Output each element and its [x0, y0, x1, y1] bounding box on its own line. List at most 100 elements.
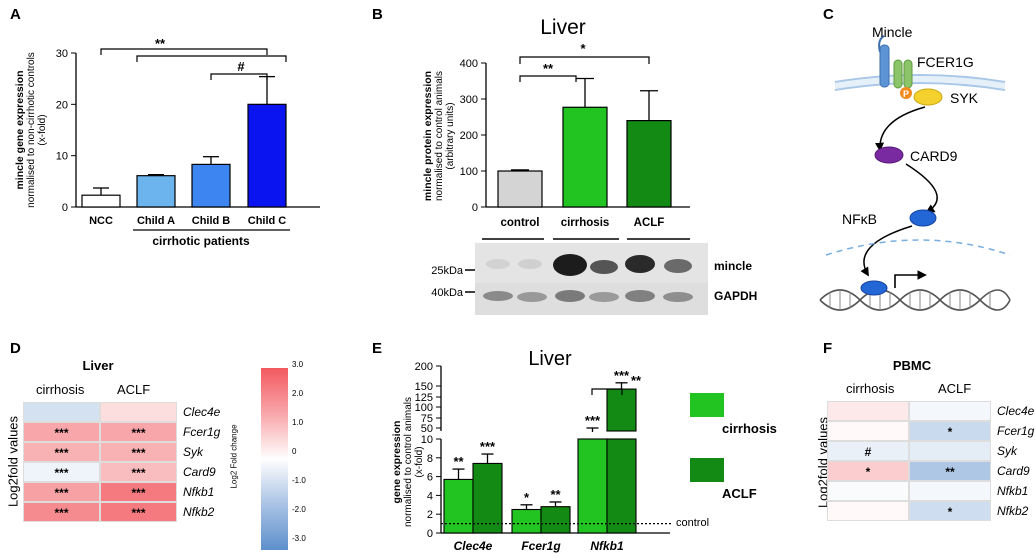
- panel-e-tick-label: 10: [421, 434, 433, 446]
- panel-letter-b: B: [372, 6, 383, 23]
- label-p: P: [903, 89, 909, 99]
- legend-label-aclf: ACLF: [722, 486, 757, 501]
- blot-band: [483, 291, 513, 301]
- blot-band: [553, 254, 587, 276]
- panel-a-tick-label: 20: [56, 99, 68, 111]
- panel-b-bar: [626, 119, 672, 208]
- transcription-arrow-icon: [894, 270, 927, 288]
- panel-a-sig-bc: #: [237, 59, 245, 74]
- panel-e-bar: [443, 478, 474, 534]
- panel-d-cell: ***: [23, 422, 100, 442]
- panel-f-cell: *: [909, 421, 991, 441]
- panel-a-sig-bracket: [210, 73, 268, 80]
- panel-b-sig-aclf: *: [580, 41, 586, 56]
- panel-d-cell: ***: [23, 482, 100, 502]
- panel-f-col-aclf: ACLF: [938, 381, 972, 396]
- mincle-receptor: [878, 35, 890, 88]
- panel-a-tick-label: 0: [62, 202, 68, 214]
- panel-d-cell: ***: [100, 502, 177, 522]
- legend-swatch-cirrhosis: [690, 393, 724, 417]
- blot-band: [518, 259, 542, 269]
- panel-f-cell: [909, 441, 991, 461]
- panel-d-cell: ***: [100, 482, 177, 502]
- blot-label-gapdh: GAPDH: [714, 289, 757, 303]
- panel-d-row-label: Nfkb1: [183, 485, 215, 499]
- panel-f-cell: *: [909, 501, 991, 521]
- panel-b-sig-bracket: [519, 56, 650, 64]
- panel-a-bar: [191, 163, 231, 208]
- panel-f-row-label: Nfkb1: [997, 484, 1029, 498]
- panel-e-sig-bracket: [591, 388, 623, 395]
- panel-a-category-label: Child C: [248, 215, 287, 227]
- blot-marker-40kda: 40kDa: [431, 287, 464, 299]
- color-scale-tick-label: -3.0: [292, 534, 306, 543]
- panel-e-ylabel-3: (x-fold): [414, 446, 425, 477]
- panel-f-cell: [909, 481, 991, 501]
- panel-e-sig-label: **: [550, 487, 561, 502]
- panel-b-category-label: cirrhosis: [561, 217, 610, 229]
- nfkb-node: [909, 209, 937, 227]
- legend-swatch-aclf: [690, 458, 724, 482]
- panel-b-ylabel-3: (arbitrary units): [445, 102, 456, 169]
- color-scale-label: Log2 Fold change: [229, 424, 239, 489]
- panel-f-row-label: Fcer1g: [997, 424, 1035, 438]
- color-scale-tick-label: 0: [292, 447, 297, 456]
- panel-f-row-label: Card9: [997, 464, 1030, 478]
- panel-a-category-label: NCC: [89, 215, 113, 227]
- panel-a-sig-bracket: [100, 48, 268, 55]
- panel-d-cell: ***: [23, 502, 100, 522]
- panel-e-tick-label: 50: [421, 423, 433, 435]
- panel-e-sig-label: **: [453, 454, 464, 469]
- panel-e-tick-label: 8: [427, 453, 433, 465]
- panel-e-tick-label: 75: [421, 413, 433, 425]
- panel-letter-f: F: [823, 340, 833, 357]
- panel-a-bar: [81, 194, 121, 208]
- panel-e-sig-label: ***: [480, 439, 496, 454]
- panel-b-tick-label: 200: [460, 130, 478, 142]
- panel-d-col-aclf: ACLF: [117, 382, 151, 397]
- panel-d-ylabel: Log2fold values: [5, 415, 21, 508]
- panel-f-col-cirrhosis: cirrhosis: [846, 381, 895, 396]
- panel-f-heatmap: Clec4e * Fcer1g # Syk * ** Card9 Nfkb1 * Nfkb2: [827, 401, 1035, 521]
- panel-letter-a: A: [10, 6, 21, 23]
- blot-label-mincle: mincle: [714, 259, 752, 273]
- panel-f-cell: [827, 421, 909, 441]
- fcer1g-receptor: [893, 59, 913, 89]
- blot-band: [517, 292, 547, 302]
- panel-b-bar: [562, 106, 608, 208]
- blot-band: [590, 260, 618, 274]
- panel-e-category-label: Nfkb1: [590, 539, 624, 553]
- panel-f-row-label: Syk: [997, 444, 1018, 458]
- panel-e-ylabel-2: normalised to control animals: [403, 397, 414, 527]
- label-fcer1g: FCER1G: [917, 54, 974, 70]
- panel-letter-c: C: [823, 6, 834, 23]
- color-scale-tick-label: 3.0: [292, 360, 304, 369]
- panel-a-category-label: Child B: [192, 215, 231, 227]
- panel-e-tick-label: 2: [427, 509, 433, 521]
- phosphorylation-icon: [900, 87, 912, 99]
- blot-marker-25kda: 25kDa: [431, 265, 464, 277]
- panel-a-tick-label: 30: [56, 48, 68, 60]
- panel-e-bar: [472, 462, 503, 534]
- label-mincle: Mincle: [872, 24, 913, 40]
- panel-e-tick-label: 6: [427, 472, 433, 484]
- panel-e-tick-label: 0: [427, 528, 433, 540]
- panel-e-sig-label: ***: [614, 368, 630, 383]
- panel-d-cell: [100, 402, 177, 422]
- label-nfkb: NFκB: [842, 211, 877, 227]
- panel-f-cell: #: [827, 441, 909, 461]
- panel-b-bar: [497, 170, 543, 208]
- blot-band: [555, 290, 585, 302]
- panel-e-bar-lower: [577, 438, 608, 534]
- panel-e-tick-label: 150: [415, 381, 433, 393]
- color-scale-tick-label: 1.0: [292, 418, 304, 427]
- panel-a-ylabel-2: normalised to non-cirrhotic controls: [26, 52, 37, 208]
- color-scale-label-wrap: Log2 Fold change: [222, 424, 246, 488]
- panel-b-sig-cirrhosis: **: [543, 61, 554, 76]
- panel-d-row-label: Nfkb2: [183, 505, 215, 519]
- blot-band: [589, 292, 619, 302]
- panel-d-heatmap: Clec4e *** *** Fcer1g *** *** Syk *** *** Card9 **…: [23, 402, 243, 522]
- panel-d-cell: ***: [23, 442, 100, 462]
- color-scale-tick-label: -2.0: [292, 505, 306, 514]
- panel-b-category-label: control: [501, 217, 540, 229]
